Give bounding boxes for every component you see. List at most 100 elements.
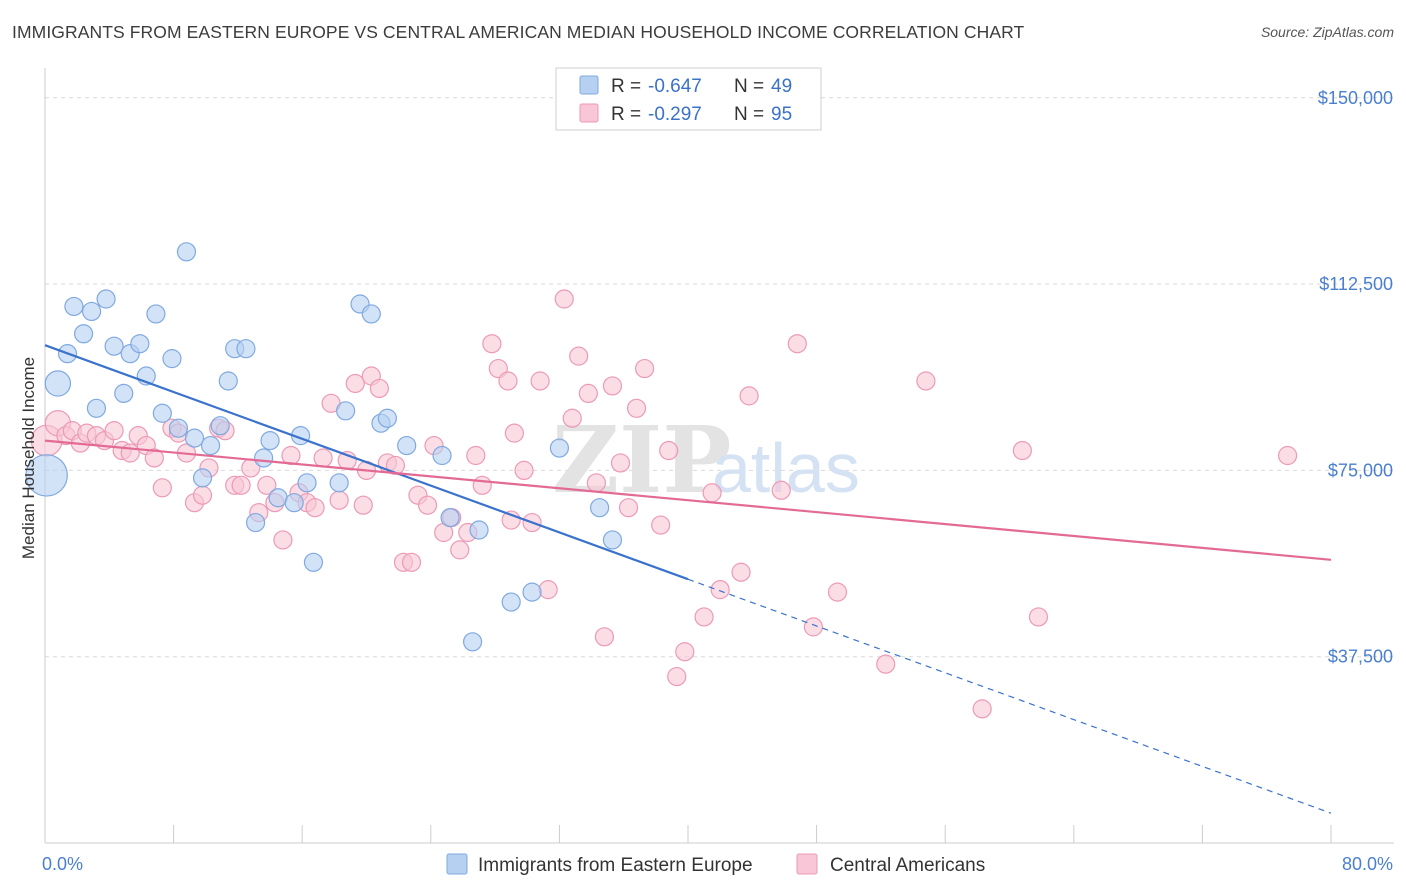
correlation-legend: R = -0.647 N = 49 R = -0.297 N = 95 bbox=[555, 67, 822, 131]
eastern-europe-point bbox=[284, 493, 304, 513]
central-americans-point bbox=[104, 421, 124, 441]
trend-lines bbox=[44, 344, 1332, 814]
central-americans-point bbox=[569, 346, 589, 366]
central-americans-point bbox=[710, 580, 730, 600]
central-americans-point bbox=[353, 495, 373, 515]
central-americans-point bbox=[667, 666, 687, 687]
eastern-europe-point bbox=[522, 582, 542, 602]
eastern-europe-trendline-extension bbox=[687, 578, 1332, 814]
central-americans-point bbox=[827, 582, 848, 602]
central-americans-point bbox=[731, 562, 751, 582]
eastern-europe-point bbox=[462, 632, 483, 652]
central-americans-point bbox=[450, 540, 470, 560]
legend-swatch-blue bbox=[579, 75, 599, 95]
eastern-europe-point bbox=[303, 552, 324, 572]
legend-r-value-blue: -0.647 bbox=[648, 76, 702, 97]
central-americans-point bbox=[618, 498, 639, 518]
central-americans-point bbox=[634, 358, 655, 379]
legend-n-label-blue: N = bbox=[734, 76, 764, 97]
series-label-eastern-europe: Immigrants from Eastern Europe bbox=[478, 855, 753, 876]
eastern-europe-point bbox=[377, 408, 397, 428]
central-americans-point bbox=[739, 386, 759, 406]
eastern-europe-point bbox=[184, 428, 205, 448]
eastern-europe-point bbox=[236, 339, 256, 359]
central-americans-point bbox=[514, 460, 534, 481]
central-americans-trendline bbox=[44, 439, 1332, 561]
central-americans-point bbox=[1012, 440, 1032, 461]
central-americans-point bbox=[771, 480, 791, 500]
eastern-europe-point bbox=[336, 401, 356, 421]
eastern-europe-point bbox=[589, 498, 610, 518]
series-label-central-americans: Central Americans bbox=[830, 855, 985, 876]
eastern-europe-point bbox=[549, 438, 570, 458]
x-tick-label-0: 0.0% bbox=[42, 854, 83, 874]
source-attribution: Source: ZipAtlas.com bbox=[1260, 24, 1394, 40]
central-americans-point bbox=[626, 398, 647, 418]
eastern-europe-point bbox=[130, 334, 150, 354]
legend-n-label-pink: N = bbox=[734, 104, 764, 125]
central-americans-point bbox=[466, 445, 486, 466]
eastern-europe-point bbox=[192, 468, 213, 488]
eastern-europe-point bbox=[329, 473, 349, 493]
series-legend: Immigrants from Eastern Europe Central A… bbox=[446, 853, 985, 876]
central-americans-point bbox=[313, 448, 333, 468]
central-americans-point bbox=[876, 654, 896, 674]
central-americans-point bbox=[482, 334, 502, 354]
eastern-europe-points bbox=[25, 242, 623, 652]
watermark: ZIP atlas bbox=[552, 406, 860, 514]
eastern-europe-point bbox=[245, 512, 266, 533]
eastern-europe-point bbox=[168, 418, 189, 438]
central-americans-point bbox=[562, 408, 582, 428]
eastern-europe-point bbox=[146, 304, 166, 324]
central-americans-point bbox=[120, 443, 140, 463]
eastern-europe-point bbox=[162, 349, 182, 369]
y-axis-label: Median Household Income bbox=[19, 357, 38, 559]
eastern-europe-point bbox=[501, 592, 521, 612]
central-americans-point bbox=[345, 373, 365, 394]
central-americans-point bbox=[144, 448, 164, 468]
legend-r-label-pink: R = bbox=[611, 104, 641, 125]
series-swatch-eastern-europe bbox=[446, 853, 468, 875]
eastern-europe-point bbox=[260, 430, 280, 451]
central-americans-point bbox=[675, 642, 695, 662]
legend-r-value-pink: -0.297 bbox=[648, 104, 702, 125]
central-americans-point bbox=[257, 475, 277, 495]
eastern-europe-point bbox=[64, 296, 84, 317]
y-tick-label-3: $150,000 bbox=[1318, 88, 1393, 108]
central-americans-point bbox=[538, 580, 558, 600]
eastern-europe-point bbox=[397, 435, 417, 456]
central-americans-point bbox=[329, 490, 349, 510]
central-americans-point bbox=[1028, 607, 1049, 627]
central-americans-point bbox=[803, 617, 823, 637]
eastern-europe-point bbox=[432, 445, 452, 466]
grid-lines bbox=[45, 97, 1394, 658]
chart-title: IMMIGRANTS FROM EASTERN EUROPE VS CENTRA… bbox=[12, 22, 1025, 42]
central-americans-point bbox=[231, 475, 251, 495]
eastern-europe-point bbox=[200, 435, 221, 456]
eastern-europe-point bbox=[297, 473, 317, 493]
eastern-europe-point bbox=[361, 304, 381, 324]
eastern-europe-point bbox=[469, 520, 489, 540]
y-tick-label-0: $37,500 bbox=[1328, 647, 1393, 667]
eastern-europe-point bbox=[86, 398, 107, 418]
legend-n-value-blue: 49 bbox=[771, 76, 792, 97]
legend-swatch-pink bbox=[579, 103, 599, 123]
y-tick-label-2: $112,500 bbox=[1319, 274, 1393, 294]
eastern-europe-point bbox=[96, 289, 116, 309]
eastern-europe-point bbox=[114, 383, 134, 404]
central-americans-point bbox=[401, 552, 422, 572]
central-americans-point bbox=[472, 475, 492, 495]
eastern-europe-point bbox=[218, 371, 238, 391]
eastern-europe-point bbox=[268, 488, 288, 508]
eastern-europe-point bbox=[25, 454, 68, 497]
central-americans-point bbox=[305, 498, 325, 518]
tick-labels: $37,500 $75,000 $112,500 $150,000 0.0% 80.0% bbox=[42, 88, 1393, 874]
eastern-europe-trendline bbox=[44, 344, 689, 581]
central-americans-point bbox=[498, 371, 518, 391]
central-americans-point bbox=[594, 627, 615, 647]
central-americans-point bbox=[586, 473, 606, 493]
central-americans-point bbox=[554, 289, 574, 309]
eastern-europe-point bbox=[176, 242, 197, 262]
y-tick-label-1: $75,000 bbox=[1328, 460, 1393, 480]
